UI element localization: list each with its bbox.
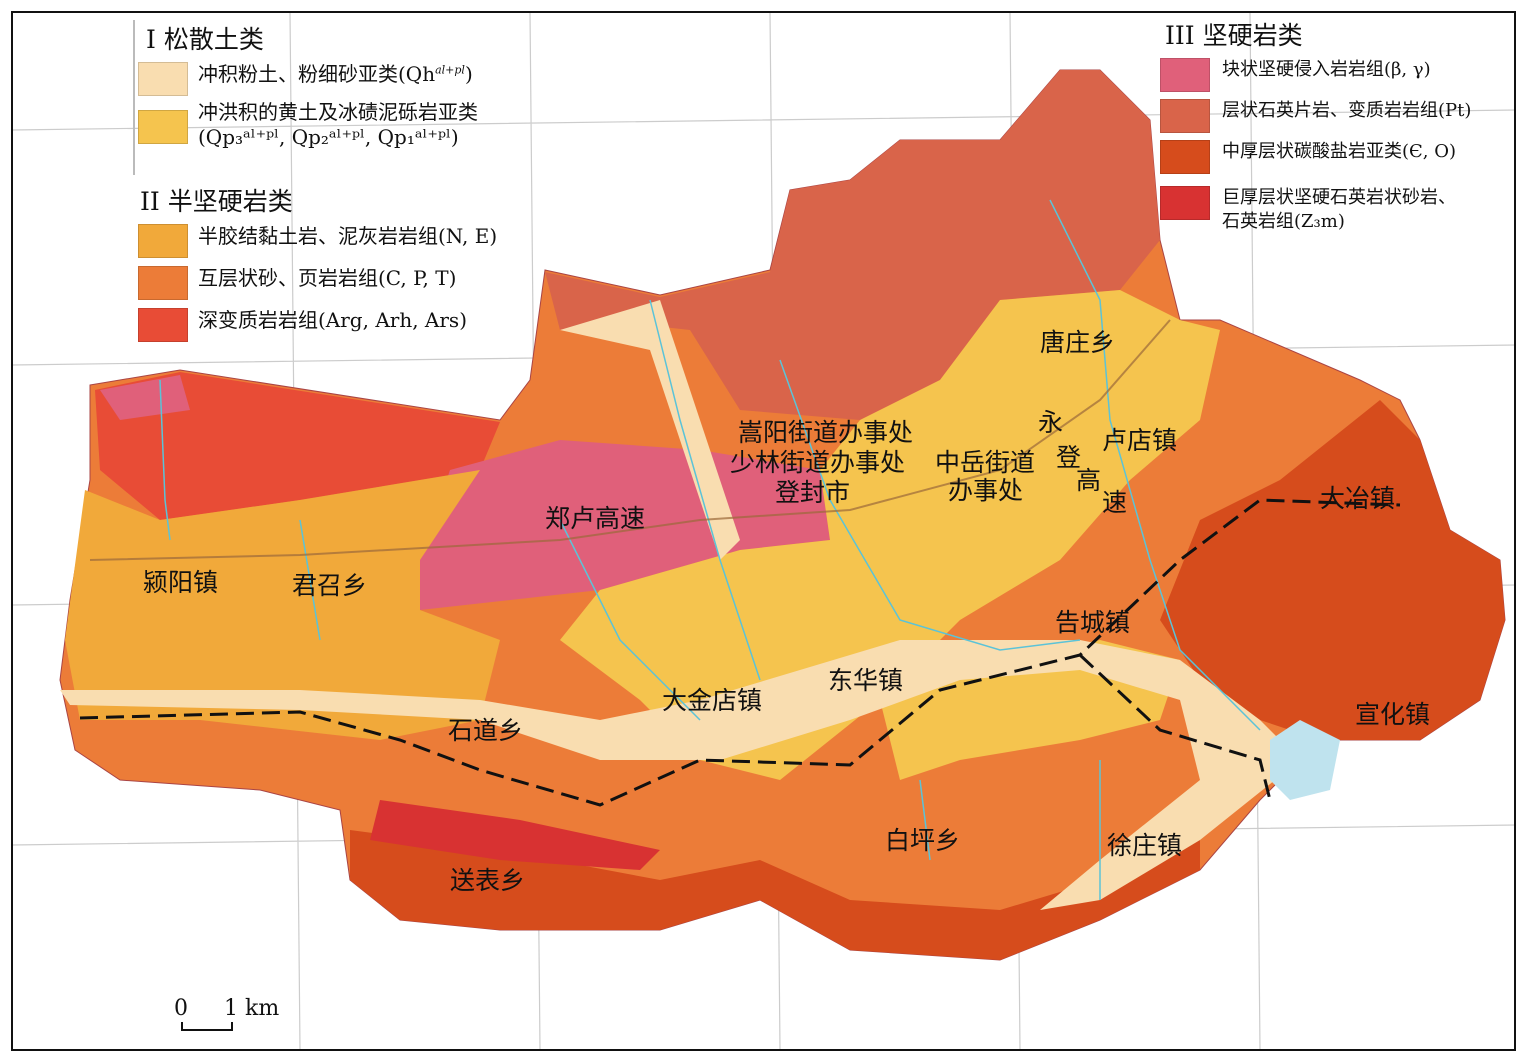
legend-swatch (1160, 99, 1210, 133)
legend-swatch (138, 266, 188, 300)
map-frame (11, 11, 1516, 1051)
expressway-line (79, 498, 1401, 807)
legend-item-quartzite: 巨厚层状坚硬石英岩状砂岩、 石英岩组(Z₃m) (1160, 186, 1456, 235)
legend-item-intrusive: 块状坚硬侵入岩岩组(β, γ) (1160, 58, 1431, 92)
place-yingyang: 颍阳镇 (143, 568, 219, 597)
legend-label: 层状石英片岩、变质岩岩组(Pt) (1222, 100, 1472, 121)
place-dengfeng: 登封市 (775, 478, 851, 507)
place-junzhao: 君召乡 (292, 571, 368, 600)
road-label-yong: 永 (1038, 408, 1064, 437)
legend-label: 深变质岩岩组(Arg, Arh, Ars) (198, 308, 467, 332)
legend-label: 巨厚层状坚硬石英岩状砂岩、 (1222, 187, 1456, 208)
road-label-deng: 登 (1056, 443, 1082, 472)
legend-swatch (1160, 140, 1210, 174)
scale-zero: 0 (174, 996, 188, 1021)
place-daye: 大冶镇 (1320, 484, 1396, 513)
legend-item-claystone: 半胶结黏土岩、泥灰岩岩组(N, E) (138, 224, 497, 258)
place-songyang: 嵩阳街道办事处 (738, 418, 914, 447)
region-intrusive-nw (100, 375, 190, 420)
region-clay-west (65, 470, 500, 740)
legend-group3-title: III 坚硬岩类 (1165, 21, 1303, 50)
legend-item-quartz-schist: 层状石英片岩、变质岩岩组(Pt) (1160, 99, 1471, 133)
legend-label: 中厚层状碳酸盐岩亚类(Є, O) (1222, 141, 1457, 162)
place-zhongyue-line1: 中岳街道 (935, 448, 1036, 477)
place-tangzhuang: 唐庄乡 (1040, 328, 1116, 357)
scale-one-km: 1 km (224, 996, 280, 1021)
region-intrusive-center (420, 440, 830, 610)
legend-item-metamorphic: 深变质岩岩组(Arg, Arh, Ars) (138, 308, 467, 342)
water-reservoir (1270, 720, 1340, 800)
legend-swatch (138, 62, 188, 96)
road-label-su: 速 (1102, 488, 1128, 517)
legend-label: 冲积粉土、粉细砂亚类(Qh (198, 62, 436, 86)
road-label-zhenglu: 郑卢高速 (545, 504, 646, 533)
road-label-gao: 高 (1076, 466, 1102, 495)
region-alluvium (60, 640, 1300, 910)
legend-swatch (138, 224, 188, 258)
legend-swatch (138, 110, 188, 144)
place-zhongyue-line2: 办事处 (948, 476, 1024, 505)
scale-bar (181, 1022, 233, 1031)
region-alluvium-north (560, 300, 740, 560)
legend-left-divider (133, 20, 135, 175)
place-songbiao: 送表乡 (450, 866, 526, 895)
legend-item-alluvial-silt: 冲积粉土、粉细砂亚类(Qhal+pl) (138, 62, 473, 96)
place-shaolin: 少林街道办事处 (730, 448, 906, 477)
place-xuanhua: 宣化镇 (1355, 700, 1431, 729)
legend-tail: ) (464, 62, 473, 86)
legend-label: 半胶结黏土岩、泥灰岩岩组(N, E) (198, 224, 498, 248)
place-shidao: 石道乡 (448, 716, 524, 745)
legend-label: 互层状砂、页岩岩组(C, P, T) (198, 266, 457, 290)
region-quartzite (370, 800, 660, 870)
region-carbonate-east (1160, 400, 1505, 740)
legend-swatch (1160, 58, 1210, 92)
region-metamorphic-west (95, 372, 500, 520)
legend-sup: al+pl (435, 63, 465, 77)
rivers (159, 199, 1261, 900)
legend-label-formula: (Qp₃ᵃˡ⁺ᵖˡ, Qp₂ᵃˡ⁺ᵖˡ, Qp₁ᵃˡ⁺ᵖˡ) (198, 125, 459, 149)
legend-group1-title: I 松散土类 (146, 25, 264, 54)
place-ludian: 卢店镇 (1102, 426, 1178, 455)
region-pt-north (545, 70, 1160, 420)
legend-item-sandshale: 互层状砂、页岩岩组(C, P, T) (138, 266, 456, 300)
region-loess-center (560, 290, 1220, 780)
place-gaocheng: 告城镇 (1055, 608, 1131, 637)
place-xuzhuang: 徐庄镇 (1107, 831, 1183, 860)
legend-item-loess: 冲洪积的黄土及冰碛泥砾岩亚类 (Qp₃ᵃˡ⁺ᵖˡ, Qp₂ᵃˡ⁺ᵖˡ, Qp₁ᵃˡ… (138, 100, 478, 150)
legend-swatch (1160, 186, 1210, 220)
place-baiping: 白坪乡 (885, 826, 961, 855)
legend-label: 冲洪积的黄土及冰碛泥砾岩亚类 (198, 100, 478, 124)
legend-item-carbonate: 中厚层状碳酸盐岩亚类(Є, O) (1160, 140, 1456, 174)
roads (89, 319, 1171, 561)
legend-label: 块状坚硬侵入岩岩组(β, γ) (1222, 59, 1431, 80)
legend-swatch (138, 308, 188, 342)
legend-label-line2: 石英岩组(Z₃m) (1222, 211, 1345, 233)
place-donghua: 东华镇 (828, 666, 904, 695)
legend-group2-title: II 半坚硬岩类 (140, 187, 293, 216)
place-dajindian: 大金店镇 (662, 686, 763, 715)
